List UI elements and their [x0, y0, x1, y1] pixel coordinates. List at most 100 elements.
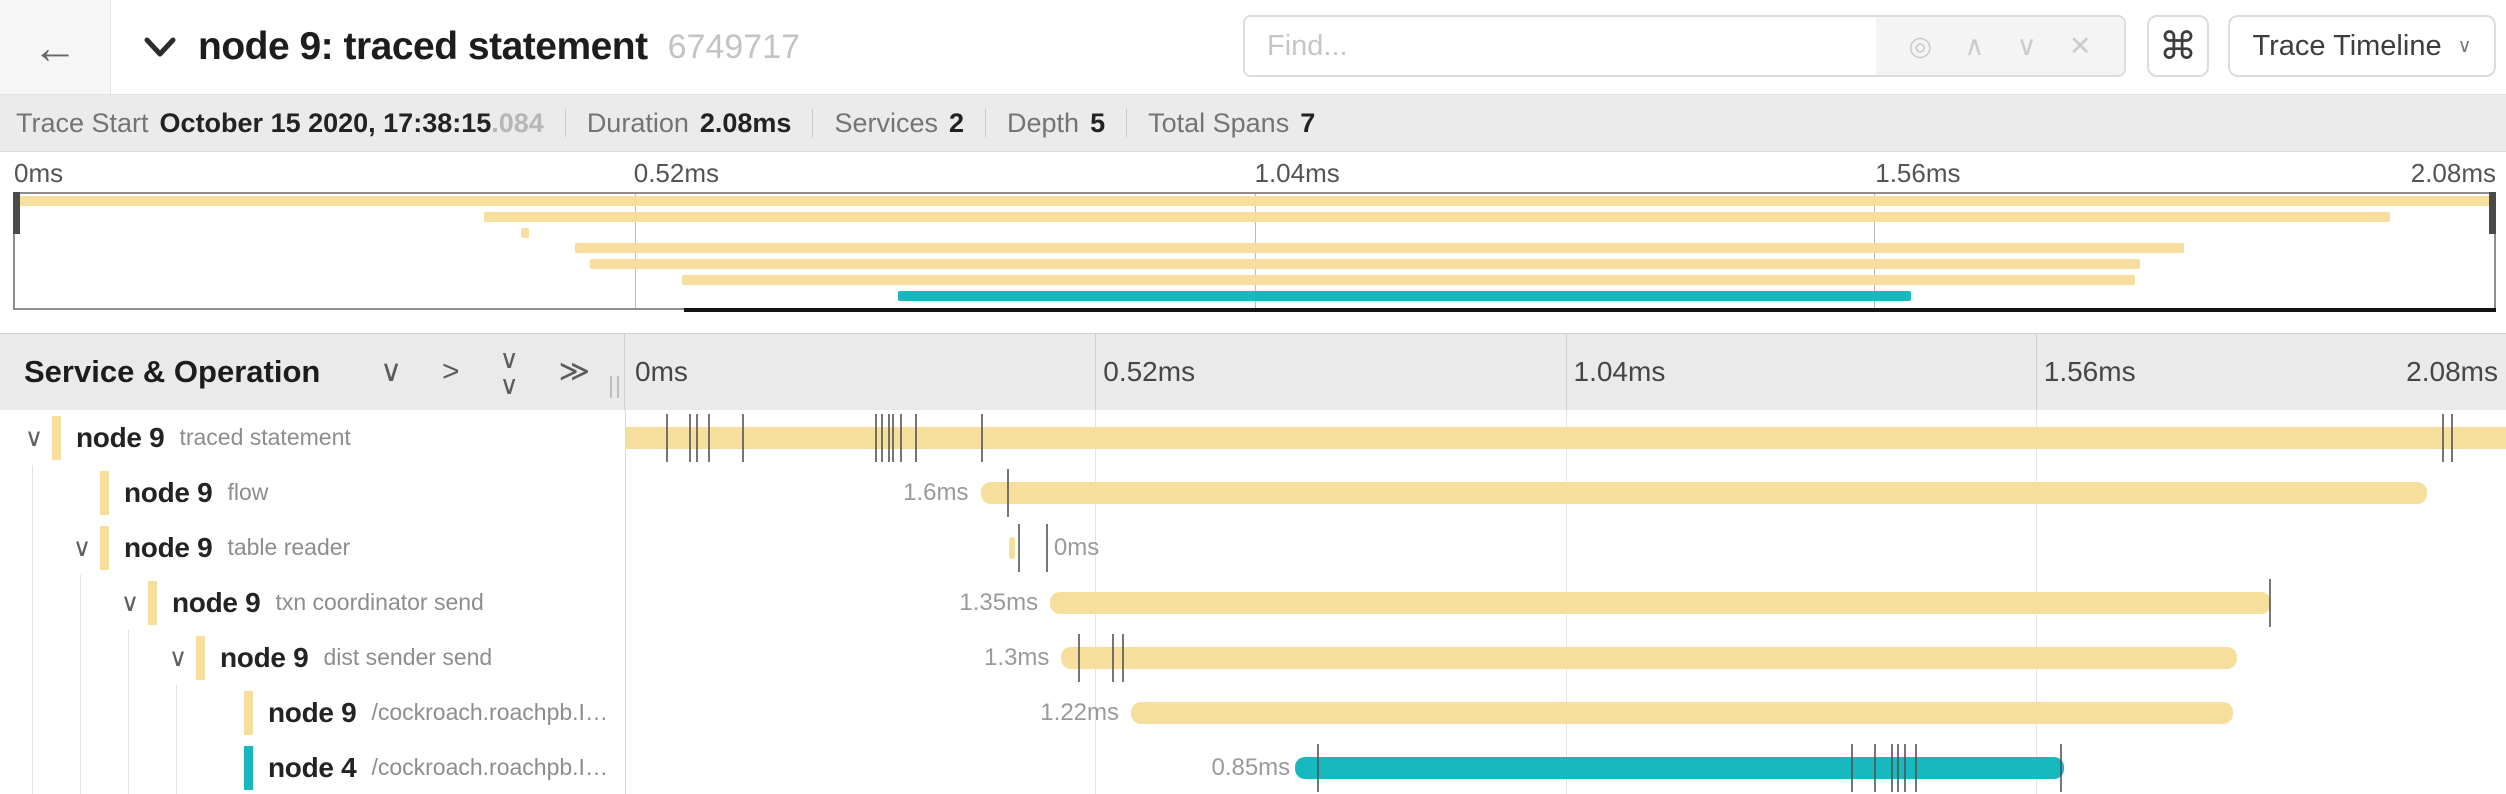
span-row[interactable]: ∨ node 9 dist sender send 1.3ms [0, 630, 2506, 685]
keyboard-shortcuts-button[interactable]: ⌘ [2147, 15, 2209, 77]
span-log-marker[interactable] [888, 413, 891, 462]
tree-indent-guide [80, 575, 81, 630]
tree-collapse-icon[interactable]: ∨ [24, 423, 44, 452]
minimap-right-handle[interactable] [2489, 192, 2496, 234]
span-log-marker[interactable] [1915, 743, 1918, 792]
minimap-span-bar[interactable] [520, 227, 530, 238]
span-log-marker[interactable] [1317, 743, 1320, 792]
expand-all-icon[interactable]: ≫ [558, 355, 590, 388]
axis-header-gridline [1095, 334, 1097, 410]
span-log-marker[interactable] [2442, 413, 2445, 462]
service-color-strip [244, 745, 253, 790]
span-log-marker[interactable] [2060, 743, 2063, 792]
span-row[interactable]: ∨ node 9 table reader 0ms [0, 520, 2506, 575]
span-duration-bar[interactable] [980, 481, 2427, 504]
span-log-marker[interactable] [1873, 743, 1876, 792]
column-resize-grip[interactable] [610, 376, 619, 398]
tree-indent-guide [176, 685, 177, 740]
find-input[interactable] [1245, 17, 1876, 75]
minimap-ruler: 0ms 0.52ms 1.04ms 1.56ms 2.08ms [0, 153, 2506, 192]
service-color-strip [100, 525, 109, 570]
span-row[interactable]: node 9 flow 1.6ms [0, 465, 2506, 520]
span-duration-bar[interactable] [1050, 591, 2271, 614]
page-title: node 9: traced statement [198, 25, 648, 68]
minimap-scrubber[interactable] [684, 308, 2496, 312]
span-log-marker[interactable] [2268, 578, 2271, 627]
span-log-marker[interactable] [741, 413, 744, 462]
span-row-timeline-cell[interactable]: 1.6ms [625, 465, 2506, 520]
span-log-marker[interactable] [1006, 468, 1009, 517]
tree-indent-guide [32, 575, 33, 630]
collapse-all-icon[interactable]: ∨ ∨ [499, 344, 519, 400]
span-log-marker[interactable] [1018, 523, 1021, 572]
tree-collapse-icon[interactable]: ∨ [168, 643, 188, 672]
minimap-span-bar[interactable] [897, 290, 1912, 301]
span-row-name-cell[interactable]: node 9 flow [0, 465, 625, 520]
span-log-marker[interactable] [892, 413, 895, 462]
span-row-timeline-cell[interactable]: 0.85ms [625, 740, 2506, 794]
span-row-name-cell[interactable]: ∨ node 9 dist sender send [0, 630, 625, 685]
summary-label: Duration [586, 107, 689, 138]
span-table-header: Service & Operation ∨ > ∨ ∨ ≫ 0ms 0.52ms 1.… [0, 333, 2506, 411]
span-row[interactable]: node 9/cockroach.roachpb.I… 1.22ms [0, 685, 2506, 740]
span-log-marker[interactable] [980, 413, 983, 462]
service-name: node 9 [172, 586, 261, 618]
span-log-marker[interactable] [1078, 633, 1081, 682]
span-log-marker[interactable] [880, 413, 883, 462]
span-log-marker[interactable] [1890, 743, 1893, 792]
clear-find-icon[interactable]: ✕ [2068, 30, 2092, 61]
minimap-span-bar[interactable] [681, 275, 2135, 285]
span-row-timeline-cell[interactable]: 1.3ms [625, 630, 2506, 685]
span-row[interactable]: node 4/cockroach.roachpb.I… 0.85ms [0, 740, 2506, 794]
next-result-icon[interactable]: ∨ [2016, 30, 2037, 61]
span-row-name-cell[interactable]: ∨ node 9 traced statement [0, 410, 625, 465]
span-log-marker[interactable] [1121, 633, 1124, 682]
span-log-marker[interactable] [696, 413, 699, 462]
span-log-marker[interactable] [1904, 743, 1907, 792]
span-row-name-cell[interactable]: node 9/cockroach.roachpb.I… [0, 685, 625, 740]
span-log-marker[interactable] [1896, 743, 1899, 792]
span-log-marker[interactable] [1851, 743, 1854, 792]
span-log-marker[interactable] [666, 413, 669, 462]
span-duration-bar[interactable] [1294, 756, 2064, 779]
span-row-timeline-cell[interactable]: 1.22ms [625, 685, 2506, 740]
span-log-marker[interactable] [899, 413, 902, 462]
back-button[interactable]: ← [0, 0, 111, 94]
span-row[interactable]: ∨ node 9 traced statement [0, 410, 2506, 465]
minimap-span-bar[interactable] [483, 211, 2390, 222]
span-duration-bar[interactable] [625, 426, 2506, 449]
span-duration-bar[interactable] [1130, 701, 2234, 724]
span-duration-bar[interactable] [1008, 536, 1016, 559]
minimap-span-bar[interactable] [575, 243, 2185, 254]
trace-title-group[interactable]: node 9: traced statement 6749717 [142, 0, 800, 94]
span-log-marker[interactable] [688, 413, 691, 462]
span-row-name-cell[interactable]: node 4/cockroach.roachpb.I… [0, 740, 625, 794]
tree-collapse-icon[interactable]: ∨ [120, 588, 140, 617]
span-row-name-cell[interactable]: ∨ node 9 table reader [0, 520, 625, 575]
span-log-marker[interactable] [875, 413, 878, 462]
collapse-chevron-icon[interactable] [142, 35, 178, 59]
minimap-tick-label: 0ms [14, 158, 64, 188]
span-log-marker[interactable] [707, 413, 710, 462]
service-name: node 4 [268, 751, 357, 783]
prev-result-icon[interactable]: ∧ [1964, 30, 1985, 61]
trace-view-selector[interactable]: Trace Timeline ∨ [2228, 15, 2496, 77]
minimap-left-handle[interactable] [13, 192, 20, 234]
tree-collapse-icon[interactable]: ∨ [72, 533, 92, 562]
span-row-timeline-cell[interactable]: 0ms [625, 520, 2506, 575]
span-log-marker[interactable] [1046, 523, 1049, 572]
collapse-one-icon[interactable]: ∨ [380, 355, 403, 388]
span-row-timeline-cell[interactable]: 1.35ms [625, 575, 2506, 630]
locate-span-icon[interactable]: ◎ [1908, 30, 1933, 61]
span-row-timeline-cell[interactable] [625, 410, 2506, 465]
span-log-marker[interactable] [1112, 633, 1115, 682]
span-duration-bar[interactable] [1061, 646, 2238, 669]
minimap-span-bar[interactable] [15, 196, 2494, 206]
expand-one-icon[interactable]: > [442, 355, 460, 388]
span-log-marker[interactable] [2451, 413, 2454, 462]
span-log-marker[interactable] [914, 413, 917, 462]
span-row-name-cell[interactable]: ∨ node 9 txn coordinator send [0, 575, 625, 630]
minimap-span-bar[interactable] [590, 259, 2140, 270]
span-row[interactable]: ∨ node 9 txn coordinator send 1.35ms [0, 575, 2506, 630]
timeline-minimap[interactable] [13, 192, 2496, 312]
